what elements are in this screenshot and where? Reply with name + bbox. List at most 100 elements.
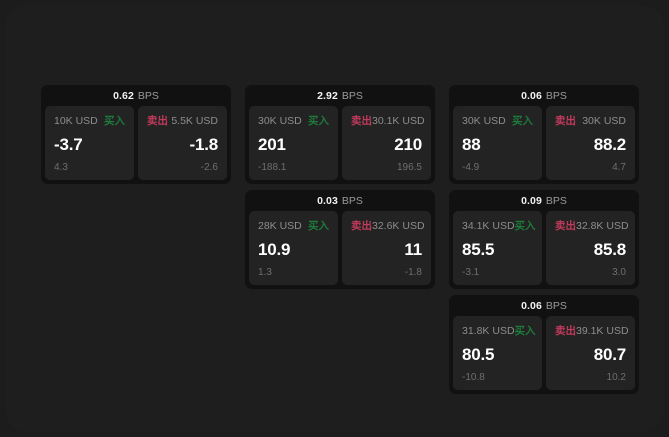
card-header: 0.06 BPS bbox=[449, 295, 639, 316]
bps-unit-label: BPS bbox=[545, 89, 567, 102]
sell-panel-top: 卖出 32.8K USD bbox=[555, 219, 629, 233]
sell-panel[interactable]: 卖出 39.1K USD 80.7 10.2 bbox=[546, 316, 635, 390]
buy-delta: 4.3 bbox=[54, 162, 68, 173]
sell-delta: 4.7 bbox=[612, 162, 626, 173]
card-body: 30K USD 买入 88 -4.9 卖出 30K USD 88.2 4.7 bbox=[449, 106, 639, 184]
sell-size-label: 30K USD bbox=[582, 114, 626, 127]
sell-size-label: 32.8K USD bbox=[576, 219, 629, 232]
quote-card[interactable]: 0.06 BPS 31.8K USD 买入 80.5 -10.8 卖出 39.1K USD 80… bbox=[449, 295, 639, 394]
buy-panel-top: 34.1K USD 买入 bbox=[462, 219, 536, 233]
buy-delta: -188.1 bbox=[258, 162, 287, 173]
sell-tag: 卖出 bbox=[147, 115, 168, 127]
sell-panel-top: 卖出 30.1K USD bbox=[351, 114, 425, 128]
card-header: 0.62 BPS bbox=[41, 85, 231, 106]
bps-value: 0.62 bbox=[113, 89, 134, 102]
buy-size-label: 30K USD bbox=[462, 114, 506, 127]
buy-size-label: 34.1K USD bbox=[462, 219, 515, 232]
card-header: 2.92 BPS bbox=[245, 85, 435, 106]
sell-tag: 卖出 bbox=[555, 115, 576, 127]
sell-tag: 卖出 bbox=[555, 325, 576, 337]
card-body: 28K USD 买入 10.9 1.3 卖出 32.6K USD 11 -1.8 bbox=[245, 211, 435, 289]
quote-card[interactable]: 0.06 BPS 30K USD 买入 88 -4.9 卖出 30K USD 88.2 4.7 bbox=[449, 85, 639, 184]
sell-price: 80.7 bbox=[593, 344, 626, 364]
buy-size-label: 31.8K USD bbox=[462, 324, 515, 337]
bps-value: 0.03 bbox=[317, 194, 338, 207]
buy-price: 201 bbox=[258, 134, 286, 154]
buy-panel-top: 31.8K USD 买入 bbox=[462, 324, 536, 338]
sell-price: 88.2 bbox=[593, 134, 626, 154]
sell-delta: 196.5 bbox=[396, 162, 422, 173]
quote-card[interactable]: 0.62 BPS 10K USD 买入 -3.7 4.3 卖出 5.5K USD -1.8 -2.… bbox=[41, 85, 231, 184]
bps-value: 0.06 bbox=[521, 299, 542, 312]
buy-price: -3.7 bbox=[54, 134, 83, 154]
sell-delta: -2.6 bbox=[200, 162, 218, 173]
buy-delta: -3.1 bbox=[462, 267, 480, 278]
sell-panel-top: 卖出 30K USD bbox=[555, 114, 626, 128]
buy-panel[interactable]: 30K USD 买入 88 -4.9 bbox=[453, 106, 542, 180]
buy-tag: 买入 bbox=[512, 115, 533, 127]
card-header: 0.06 BPS bbox=[449, 85, 639, 106]
buy-delta: 1.3 bbox=[258, 267, 272, 278]
sell-panel[interactable]: 卖出 5.5K USD -1.8 -2.6 bbox=[138, 106, 227, 180]
quote-card-grid: 0.62 BPS 10K USD 买入 -3.7 4.3 卖出 5.5K USD -1.8 -2.… bbox=[36, 80, 644, 400]
buy-tag: 买入 bbox=[308, 115, 329, 127]
app-panel: 0.62 BPS 10K USD 买入 -3.7 4.3 卖出 5.5K USD -1.8 -2.… bbox=[5, 5, 664, 432]
sell-tag: 卖出 bbox=[351, 115, 372, 127]
sell-delta: 10.2 bbox=[606, 372, 626, 383]
sell-tag: 卖出 bbox=[555, 220, 576, 232]
buy-size-label: 30K USD bbox=[258, 114, 302, 127]
bps-unit-label: BPS bbox=[341, 194, 363, 207]
bps-unit-label: BPS bbox=[545, 299, 567, 312]
sell-tag: 卖出 bbox=[351, 220, 372, 232]
sell-panel-top: 卖出 5.5K USD bbox=[147, 114, 218, 128]
card-header: 0.09 BPS bbox=[449, 190, 639, 211]
buy-tag: 买入 bbox=[514, 325, 536, 337]
sell-panel[interactable]: 卖出 32.6K USD 11 -1.8 bbox=[342, 211, 431, 285]
quote-card[interactable]: 0.03 BPS 28K USD 买入 10.9 1.3 卖出 32.6K USD 11 -1.8 bbox=[245, 190, 435, 289]
card-body: 31.8K USD 买入 80.5 -10.8 卖出 39.1K USD 80.7 10.2 bbox=[449, 316, 639, 394]
sell-size-label: 5.5K USD bbox=[171, 114, 218, 127]
buy-panel[interactable]: 30K USD 买入 201 -188.1 bbox=[249, 106, 338, 180]
bps-value: 0.06 bbox=[521, 89, 542, 102]
buy-panel-top: 30K USD 买入 bbox=[462, 114, 533, 128]
buy-tag: 买入 bbox=[308, 220, 329, 232]
sell-size-label: 30.1K USD bbox=[372, 114, 425, 127]
sell-panel-top: 卖出 32.6K USD bbox=[351, 219, 425, 233]
buy-price: 85.5 bbox=[462, 239, 495, 259]
sell-size-label: 32.6K USD bbox=[372, 219, 425, 232]
buy-panel-top: 30K USD 买入 bbox=[258, 114, 329, 128]
card-header: 0.03 BPS bbox=[245, 190, 435, 211]
sell-price: 11 bbox=[404, 239, 422, 259]
buy-price: 10.9 bbox=[258, 239, 291, 259]
card-body: 34.1K USD 买入 85.5 -3.1 卖出 32.8K USD 85.8 3.0 bbox=[449, 211, 639, 289]
bps-unit-label: BPS bbox=[341, 89, 363, 102]
bps-value: 0.09 bbox=[521, 194, 542, 207]
buy-panel[interactable]: 28K USD 买入 10.9 1.3 bbox=[249, 211, 338, 285]
sell-panel[interactable]: 卖出 30K USD 88.2 4.7 bbox=[546, 106, 635, 180]
bps-unit-label: BPS bbox=[545, 194, 567, 207]
card-body: 10K USD 买入 -3.7 4.3 卖出 5.5K USD -1.8 -2.6 bbox=[41, 106, 231, 184]
buy-delta: -4.9 bbox=[462, 162, 480, 173]
sell-panel[interactable]: 卖出 30.1K USD 210 196.5 bbox=[342, 106, 431, 180]
sell-price: 210 bbox=[394, 134, 422, 154]
bps-value: 2.92 bbox=[317, 89, 338, 102]
buy-price: 88 bbox=[462, 134, 481, 154]
bps-unit-label: BPS bbox=[137, 89, 159, 102]
sell-delta: -1.8 bbox=[404, 267, 422, 278]
buy-panel[interactable]: 34.1K USD 买入 85.5 -3.1 bbox=[453, 211, 542, 285]
sell-panel-top: 卖出 39.1K USD bbox=[555, 324, 629, 338]
sell-panel[interactable]: 卖出 32.8K USD 85.8 3.0 bbox=[546, 211, 635, 285]
buy-tag: 买入 bbox=[104, 115, 125, 127]
sell-size-label: 39.1K USD bbox=[576, 324, 629, 337]
buy-panel-top: 28K USD 买入 bbox=[258, 219, 329, 233]
card-body: 30K USD 买入 201 -188.1 卖出 30.1K USD 210 196.5 bbox=[245, 106, 435, 184]
buy-size-label: 10K USD bbox=[54, 114, 98, 127]
buy-delta: -10.8 bbox=[462, 372, 485, 383]
sell-price: -1.8 bbox=[189, 134, 219, 154]
sell-price: 85.8 bbox=[593, 239, 626, 259]
buy-panel[interactable]: 10K USD 买入 -3.7 4.3 bbox=[45, 106, 134, 180]
quote-card[interactable]: 0.09 BPS 34.1K USD 买入 85.5 -3.1 卖出 32.8K USD 85.… bbox=[449, 190, 639, 289]
buy-panel[interactable]: 31.8K USD 买入 80.5 -10.8 bbox=[453, 316, 542, 390]
quote-card[interactable]: 2.92 BPS 30K USD 买入 201 -188.1 卖出 30.1K USD 210 1… bbox=[245, 85, 435, 184]
buy-size-label: 28K USD bbox=[258, 219, 302, 232]
